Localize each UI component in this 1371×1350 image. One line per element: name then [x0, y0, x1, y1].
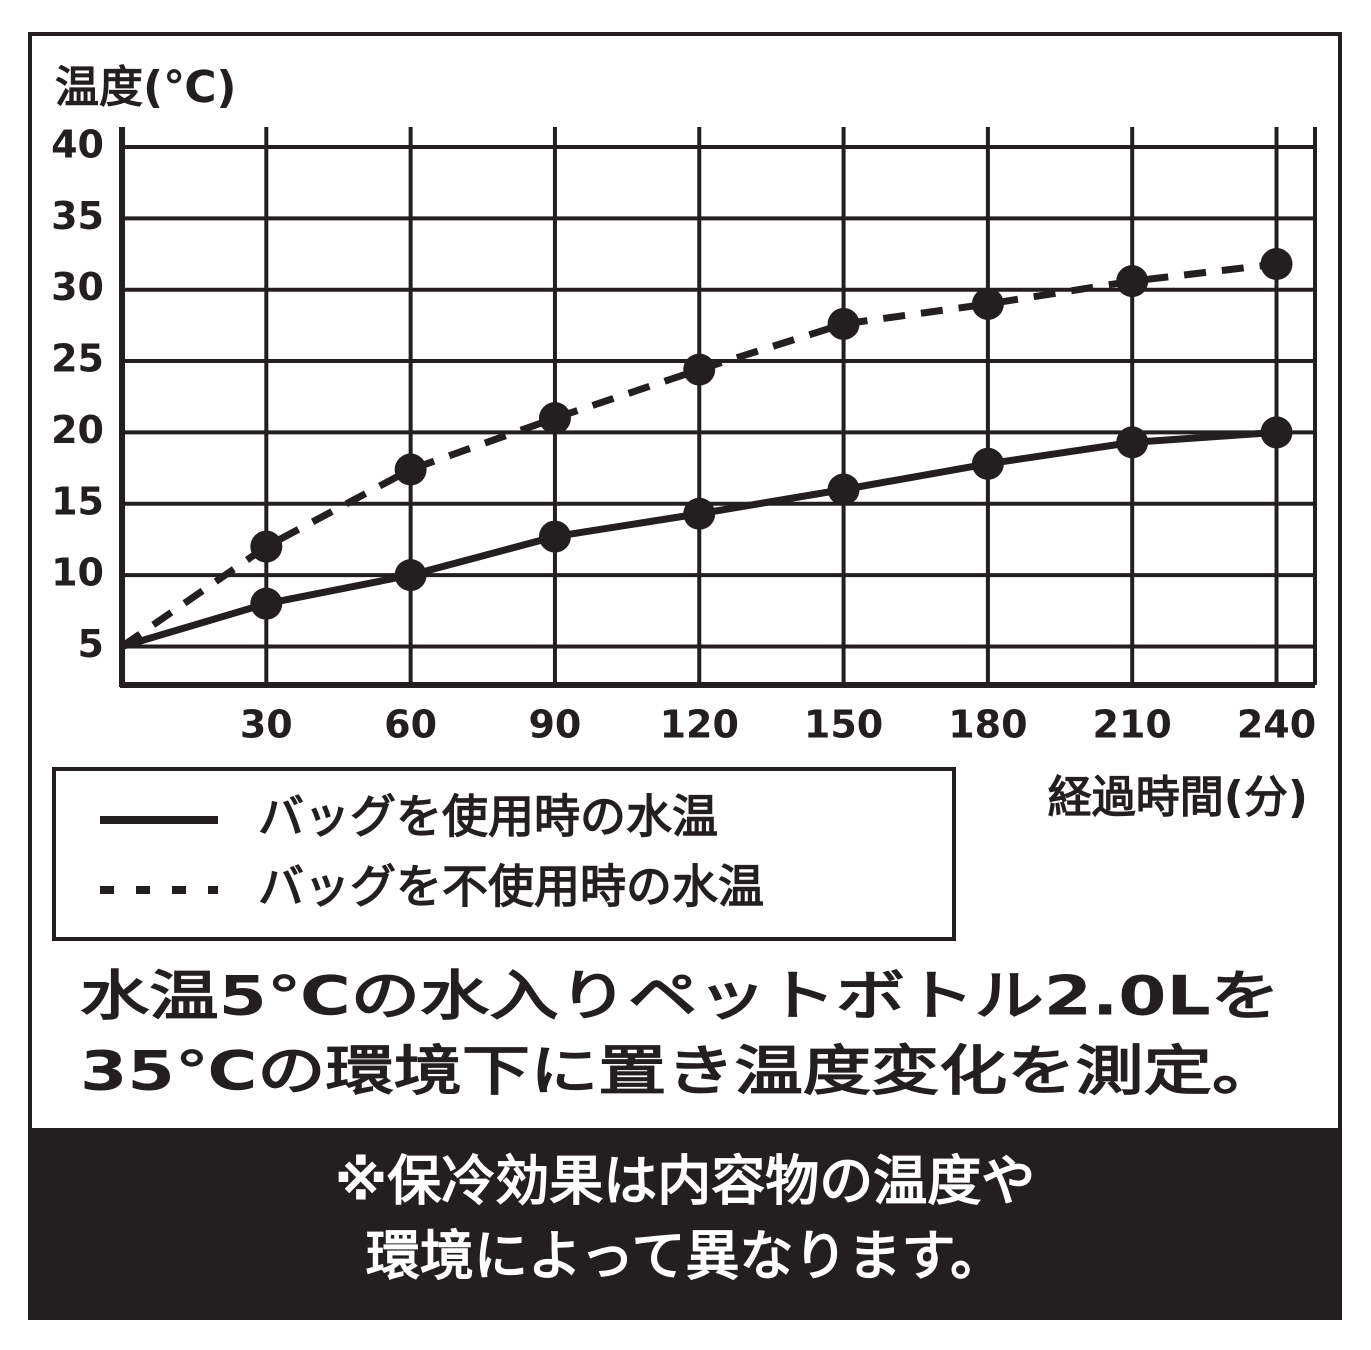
x-tick-label: 210 — [1093, 703, 1172, 747]
data-point — [683, 353, 716, 386]
footnote-band — [30, 1128, 1340, 1318]
x-tick-label: 150 — [804, 703, 883, 747]
data-point — [394, 559, 427, 592]
data-point — [1116, 265, 1149, 298]
data-point — [250, 530, 283, 563]
x-tick-label: 90 — [528, 703, 581, 747]
y-axis-label: 温度(℃) — [55, 62, 237, 113]
note: 35℃の環境下に置き温度変化を測定。 — [80, 1040, 1280, 1103]
data-point — [1260, 416, 1293, 449]
data-point — [1116, 426, 1149, 459]
y-tick-label: 25 — [51, 337, 104, 381]
x-tick-label: 30 — [240, 703, 293, 747]
note: 水温5℃の水入りペットボトル2.0Lを — [80, 965, 1280, 1028]
y-tick-label: 15 — [51, 479, 104, 523]
legend-label: バッグを使用時の水温 — [258, 790, 718, 844]
data-point — [971, 287, 1004, 320]
y-tick-label: 30 — [51, 265, 104, 309]
y-tick-label: 20 — [51, 408, 104, 452]
frame — [28, 32, 1342, 1320]
data-point — [394, 453, 427, 486]
data-point — [1260, 248, 1293, 281]
footnote: ※保冷効果は内容物の温度や — [335, 1150, 1036, 1213]
legend — [52, 767, 956, 941]
data-point — [538, 402, 571, 435]
data-point — [250, 587, 283, 620]
y-tick-label: 5 — [78, 622, 104, 666]
legend-label: バッグを不使用時の水温 — [258, 860, 764, 914]
x-tick-label: 240 — [1237, 703, 1316, 747]
y-tick-label: 40 — [51, 123, 104, 167]
data-point — [971, 447, 1004, 480]
data-point — [538, 520, 571, 553]
data-point — [683, 497, 716, 530]
y-tick-label: 10 — [51, 551, 104, 595]
footnote: 環境によって異なります。 — [366, 1225, 1004, 1288]
data-point — [827, 307, 860, 340]
x-axis-label: 経過時間(分) — [1048, 772, 1308, 823]
x-tick-label: 60 — [384, 703, 437, 747]
data-line — [120, 260, 1277, 650]
y-tick-label: 35 — [51, 194, 104, 238]
x-tick-label: 180 — [948, 703, 1027, 747]
x-tick-label: 120 — [660, 703, 739, 747]
data-point — [827, 473, 860, 506]
